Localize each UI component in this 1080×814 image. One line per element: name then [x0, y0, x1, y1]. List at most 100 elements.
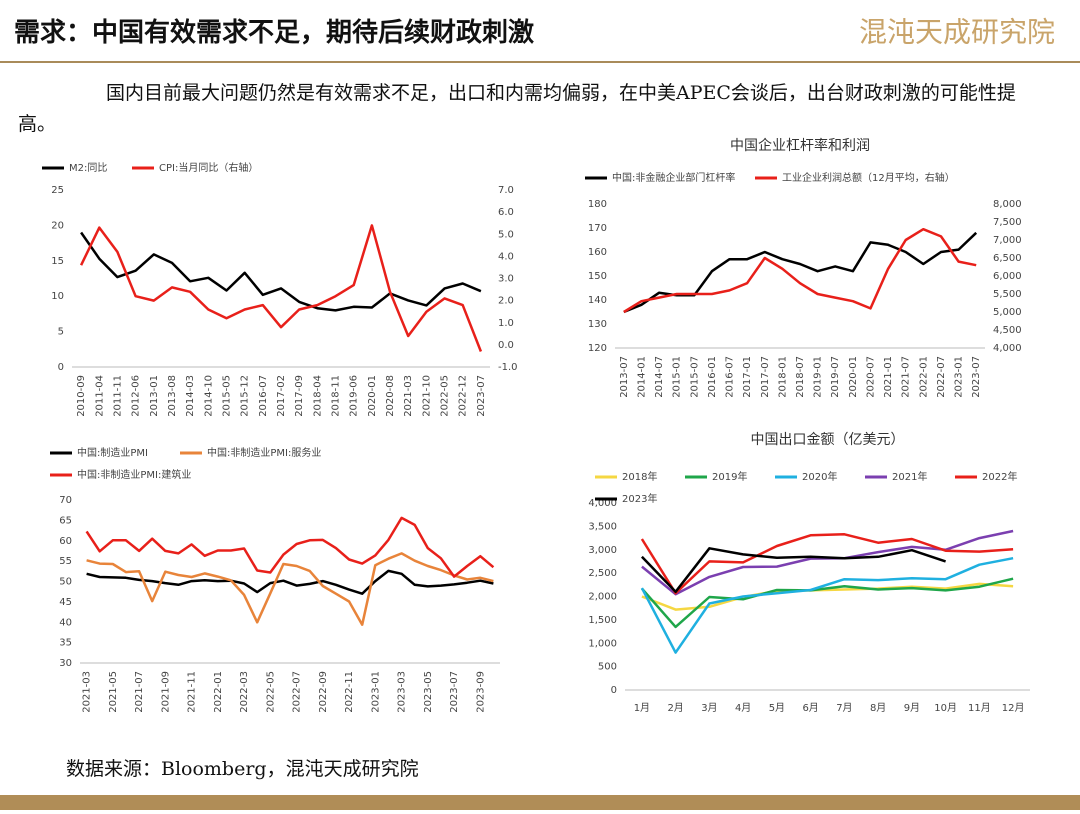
y2-tick-label: 8,000	[993, 199, 1022, 210]
x-tick-label: 11月	[968, 702, 991, 714]
slide-title: 需求：中国有效需求不足，期待后续财政刺激	[14, 17, 534, 48]
x-tick-label: 2022-09	[318, 671, 329, 713]
x-tick-label: 2015-05	[221, 375, 232, 417]
x-tick-label: 2023-07	[449, 671, 460, 713]
x-tick-label: 2016-07	[258, 375, 269, 417]
y-tick-label: 5	[58, 327, 64, 338]
y-tick-label: 160	[588, 247, 607, 258]
y2-tick-label: 4.0	[498, 251, 514, 262]
y-tick-label: 0	[58, 362, 64, 373]
y-tick-label: 40	[59, 617, 72, 628]
x-tick-label: 2022-07	[292, 671, 303, 713]
x-tick-label: 2018-01	[777, 356, 788, 398]
x-tick-label: 2020-07	[865, 356, 876, 398]
x-tick-label: 2021-05	[108, 671, 119, 713]
x-tick-label: 3月	[701, 702, 717, 714]
x-tick-label: 2023-01	[370, 671, 381, 713]
x-tick-label: 2014-01	[636, 356, 647, 398]
x-tick-label: 2022-03	[239, 671, 250, 713]
legend-label: 工业企业利润总额（12月平均，右轴）	[782, 171, 955, 184]
x-tick-label: 2021-03	[82, 671, 93, 713]
y-tick-label: 30	[59, 658, 72, 669]
x-tick-label: 2023-09	[475, 671, 486, 713]
legend-label: 中国:非制造业PMI:服务业	[207, 446, 321, 459]
x-tick-label: 2021-11	[187, 671, 198, 713]
x-tick-label: 2021-09	[160, 671, 171, 713]
x-tick-label: 2015-07	[689, 356, 700, 398]
y-tick-label: 0	[611, 685, 617, 696]
x-tick-label: 1月	[634, 702, 650, 714]
y-tick-label: 15	[51, 256, 64, 267]
x-tick-label: 2020-08	[385, 375, 396, 417]
x-tick-label: 2016-01	[707, 356, 718, 398]
series-line	[85, 516, 495, 578]
x-tick-label: 2021-07	[134, 671, 145, 713]
x-tick-label: 2月	[667, 702, 683, 714]
x-tick-label: 2015-01	[672, 356, 683, 398]
x-tick-label: 2018-11	[331, 375, 342, 417]
y-tick-label: 10	[51, 291, 64, 302]
legend-label: 中国:非制造业PMI:建筑业	[77, 468, 191, 481]
y-tick-label: 180	[588, 199, 607, 210]
footer-band	[0, 795, 1080, 810]
y-tick-label: 65	[59, 515, 72, 526]
x-tick-label: 2021-07	[901, 356, 912, 398]
y2-tick-label: 1.0	[498, 318, 514, 329]
series-line	[86, 552, 494, 626]
y2-tick-label: 6,500	[993, 253, 1022, 264]
legend-label: 中国:非金融企业部门杠杆率	[612, 171, 735, 184]
y-tick-label: 35	[59, 638, 72, 649]
y-tick-label: 25	[51, 185, 64, 196]
y-tick-label: 500	[598, 662, 617, 673]
y-tick-label: 2,000	[588, 592, 617, 603]
x-tick-label: 8月	[870, 702, 886, 714]
y-tick-label: 1,500	[588, 615, 617, 626]
x-tick-label: 2016-07	[725, 356, 736, 398]
series-line	[623, 231, 978, 314]
chart-title: 中国企业杠杆率和利润	[730, 137, 870, 154]
x-tick-label: 2021-10	[421, 375, 432, 417]
y-tick-label: 70	[59, 495, 72, 506]
legend-label: 2020年	[802, 470, 837, 483]
legend-label: CPI:当月同比（右轴）	[159, 161, 258, 174]
y2-tick-label: 7,000	[993, 235, 1022, 246]
y-tick-label: 45	[59, 597, 72, 608]
x-tick-label: 10月	[934, 702, 957, 714]
x-tick-label: 2023-05	[423, 671, 434, 713]
series-line	[640, 547, 946, 594]
y-tick-label: 140	[588, 295, 607, 306]
x-tick-label: 6月	[802, 702, 818, 714]
y-tick-label: 3,500	[588, 521, 617, 532]
legend-label: 中国:制造业PMI	[77, 446, 148, 459]
x-tick-label: 2022-11	[344, 671, 355, 713]
x-tick-label: 2023-03	[397, 671, 408, 713]
x-tick-label: 2017-09	[294, 375, 305, 417]
x-tick-label: 2019-01	[813, 356, 824, 398]
x-tick-label: 2014-10	[203, 375, 214, 417]
series-line	[79, 224, 483, 352]
x-tick-label: 2023-07	[476, 375, 487, 417]
x-tick-label: 2018-07	[795, 356, 806, 398]
y2-tick-label: 5,000	[993, 307, 1022, 318]
series-line	[640, 577, 1014, 629]
x-tick-label: 2013-08	[167, 375, 178, 417]
y-tick-label: 130	[588, 319, 607, 330]
x-tick-label: 2013-07	[619, 356, 630, 398]
series-line	[80, 231, 482, 312]
y2-tick-label: 4,000	[993, 343, 1022, 354]
x-tick-label: 2019-06	[349, 375, 360, 417]
series-line	[640, 533, 1014, 595]
x-tick-label: 2022-05	[440, 375, 451, 417]
x-tick-label: 2011-04	[94, 375, 105, 417]
legend-label: 2022年	[982, 470, 1017, 483]
x-tick-label: 2014-03	[185, 375, 196, 417]
x-tick-label: 2019-07	[830, 356, 841, 398]
x-tick-label: 2017-02	[276, 375, 287, 417]
x-tick-label: 2012-06	[131, 375, 142, 417]
series-line	[640, 556, 1014, 654]
y2-tick-label: 7,500	[993, 217, 1022, 228]
y2-tick-label: 5.0	[498, 229, 514, 240]
y2-tick-label: 6,000	[993, 271, 1022, 282]
x-tick-label: 5月	[769, 702, 785, 714]
